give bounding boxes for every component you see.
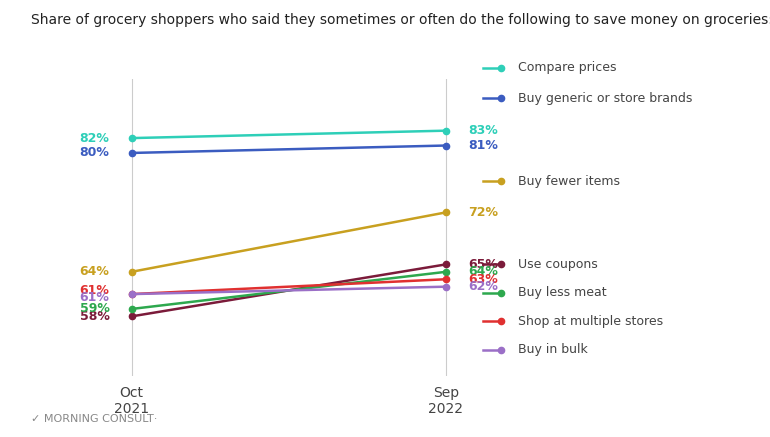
Text: 65%: 65% (468, 258, 498, 271)
Text: 72%: 72% (468, 206, 498, 219)
Text: Use coupons: Use coupons (518, 258, 598, 271)
Text: 61%: 61% (79, 284, 109, 297)
Text: ✓ MORNING CONSULT·: ✓ MORNING CONSULT· (31, 414, 157, 424)
Text: 62%: 62% (468, 280, 498, 293)
Text: Buy in bulk: Buy in bulk (518, 343, 588, 356)
Text: Compare prices: Compare prices (518, 61, 617, 74)
Text: Buy less meat: Buy less meat (518, 286, 607, 299)
Text: Share of grocery shoppers who said they sometimes or often do the following to s: Share of grocery shoppers who said they … (31, 13, 770, 27)
Text: 63%: 63% (468, 273, 497, 286)
Text: Buy fewer items: Buy fewer items (518, 175, 620, 188)
Text: 59%: 59% (79, 302, 109, 316)
Text: 64%: 64% (79, 265, 109, 278)
Text: 83%: 83% (468, 124, 497, 137)
Text: 80%: 80% (79, 146, 109, 160)
Text: 64%: 64% (468, 265, 498, 278)
Text: Buy generic or store brands: Buy generic or store brands (518, 92, 692, 105)
Text: 61%: 61% (79, 291, 109, 304)
Text: 58%: 58% (79, 310, 109, 323)
Text: 82%: 82% (79, 132, 109, 145)
Text: Shop at multiple stores: Shop at multiple stores (518, 315, 663, 328)
Text: 81%: 81% (468, 139, 498, 152)
